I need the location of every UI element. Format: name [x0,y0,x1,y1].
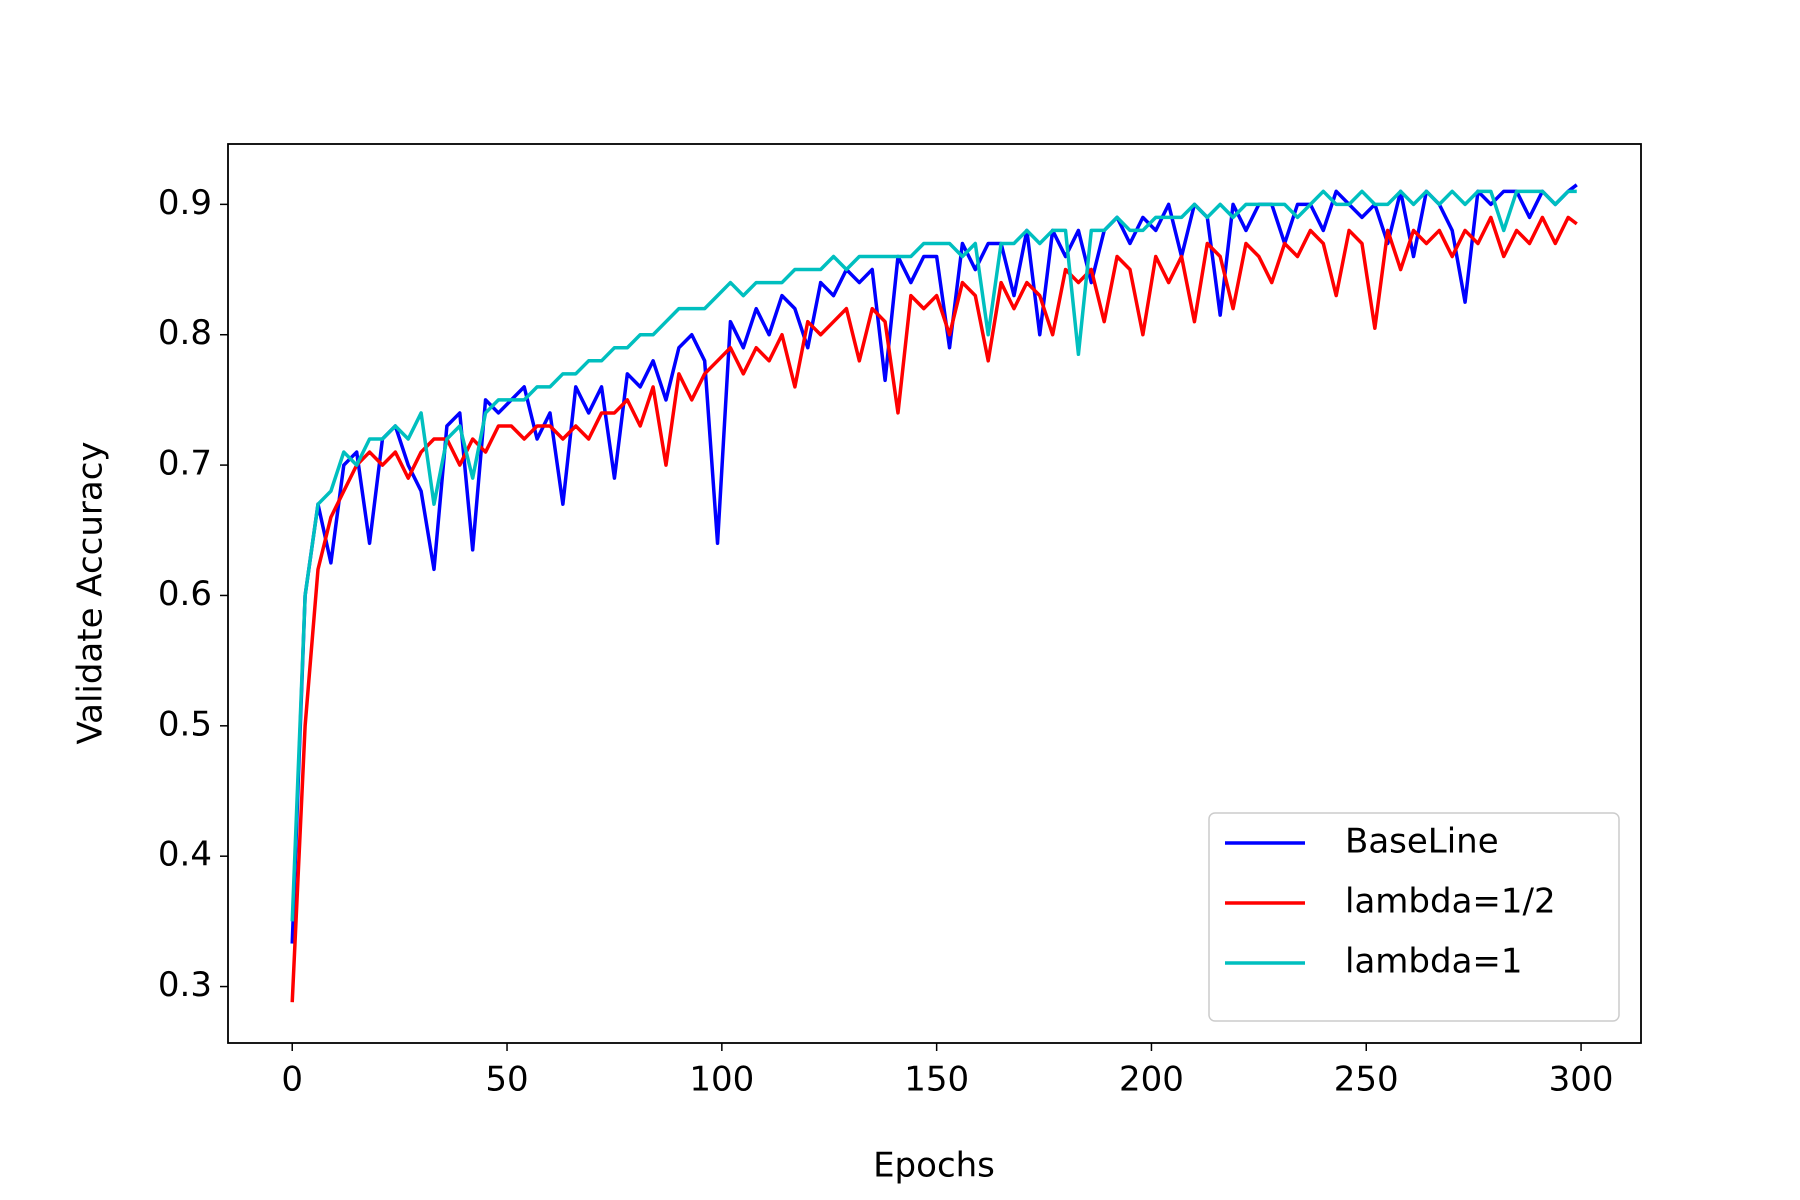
x-tick-label: 200 [1119,1060,1184,1100]
y-tick-label: 0.4 [158,835,212,875]
line-series [290,189,1577,922]
x-axis-label: Epochs [873,1146,995,1186]
line-series [290,215,1578,1003]
y-tick-label: 0.8 [158,313,212,353]
x-tick-label: 100 [689,1060,754,1100]
y-tick-label: 0.3 [158,965,212,1005]
line-series [290,183,1578,944]
legend-label: lambda=1 [1345,942,1523,982]
legend-label: BaseLine [1345,822,1499,862]
y-tick-label: 0.9 [158,183,212,223]
x-tick-label: 300 [1549,1060,1614,1100]
x-tick-label: 50 [485,1060,528,1100]
y-tick-label: 0.7 [158,444,212,484]
plot-frame [227,143,1642,1044]
y-tick-label: 0.6 [158,574,212,614]
y-axis-label: Validate Accuracy [71,441,111,744]
legend-label: lambda=1/2 [1345,882,1556,922]
x-tick-label: 150 [904,1060,969,1100]
legend-box [1208,812,1620,1022]
x-tick-label: 0 [281,1060,303,1100]
x-tick-label: 250 [1334,1060,1399,1100]
y-tick-label: 0.5 [158,704,212,744]
